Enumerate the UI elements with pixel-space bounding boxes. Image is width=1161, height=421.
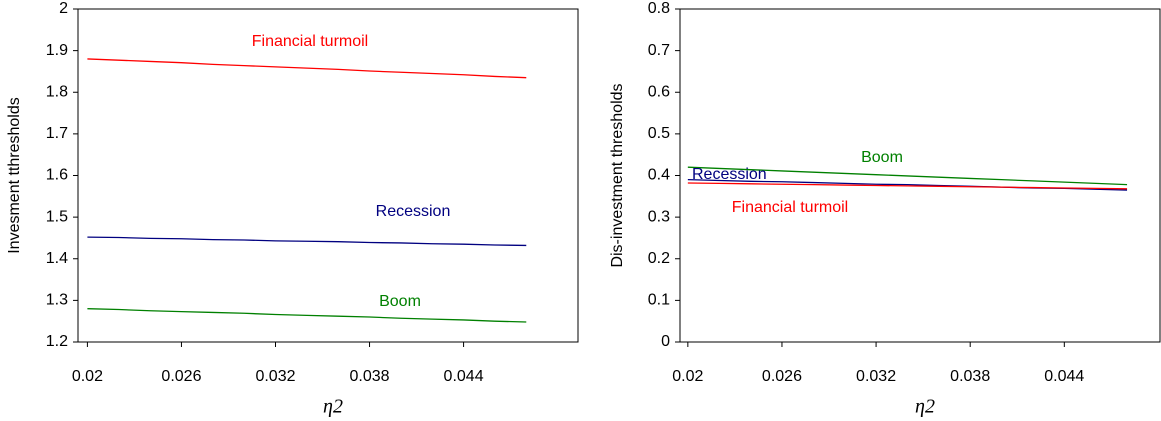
- x-axis-label: η2: [323, 396, 343, 418]
- y-tick-label: 1.2: [46, 333, 68, 350]
- x-tick-label: 0.026: [161, 368, 201, 385]
- series-label: Recession: [692, 166, 767, 183]
- y-tick-label: 0.6: [648, 83, 670, 100]
- y-tick-label: 1.5: [46, 208, 68, 225]
- y-tick-label: 0: [661, 333, 670, 350]
- y-tick-label: 1.7: [46, 125, 68, 142]
- line: [87, 58, 527, 79]
- y-tick-label: 0.5: [648, 125, 670, 142]
- y-tick-label: 2: [59, 0, 68, 17]
- y-tick-label: 0.7: [648, 42, 670, 59]
- y-axis-label: Invesment tthresholds: [6, 97, 23, 254]
- x-tick-label: 0.02: [72, 368, 103, 385]
- y-tick-label: 0.8: [648, 0, 670, 17]
- y-tick-label: 0.2: [648, 250, 670, 267]
- x-tick-label: 0.044: [444, 368, 484, 385]
- line: [687, 182, 1128, 190]
- x-tick-label: 0.026: [762, 368, 802, 385]
- x-tick-label: 0.044: [1044, 368, 1084, 385]
- y-tick-label: 0.1: [648, 292, 670, 309]
- series-label: Boom: [861, 149, 903, 166]
- x-axis-label: η2: [915, 396, 935, 418]
- series-label: Financial turmoil: [732, 199, 848, 216]
- y-tick-label: 1.6: [46, 167, 68, 184]
- series-label: Financial turmoil: [252, 33, 368, 50]
- y-axis-label: Dis-investment thresholds: [609, 83, 626, 267]
- y-tick-label: 1.3: [46, 292, 68, 309]
- x-tick-label: 0.038: [950, 368, 990, 385]
- line: [87, 236, 527, 247]
- x-tick-label: 0.032: [856, 368, 896, 385]
- series-label: Recession: [376, 203, 451, 220]
- y-tick-label: 0.3: [648, 208, 670, 225]
- y-tick-label: 1.9: [46, 42, 68, 59]
- plot-frame: [77, 8, 579, 343]
- y-tick-label: 0.4: [648, 167, 670, 184]
- series-label: Boom: [379, 293, 421, 310]
- x-tick-label: 0.032: [255, 368, 295, 385]
- x-tick-label: 0.038: [350, 368, 390, 385]
- line: [687, 166, 1128, 186]
- line: [87, 308, 527, 323]
- y-tick-label: 1.8: [46, 83, 68, 100]
- x-tick-label: 0.02: [672, 368, 703, 385]
- y-tick-label: 1.4: [46, 250, 68, 267]
